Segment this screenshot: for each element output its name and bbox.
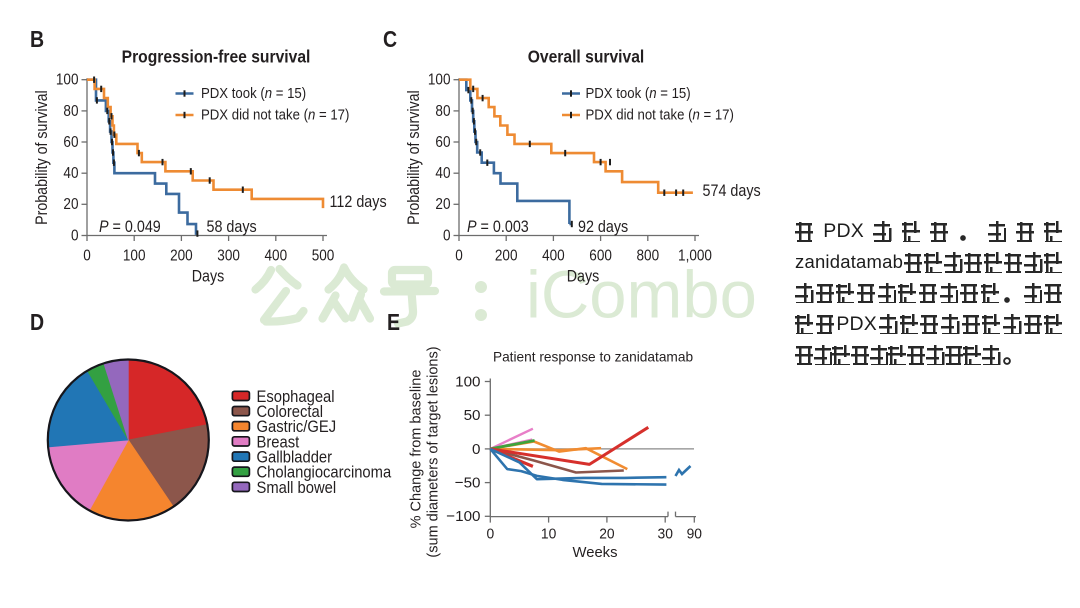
- svg-text:Probability of survival: Probability of survival: [33, 90, 51, 225]
- svg-text:100: 100: [56, 72, 79, 89]
- svg-text:Cholangiocarcinoma: Cholangiocarcinoma: [257, 464, 392, 482]
- svg-text:20: 20: [599, 526, 614, 542]
- svg-text:Probability of survival: Probability of survival: [405, 90, 423, 225]
- svg-text:−50: −50: [455, 475, 481, 492]
- svg-text:0: 0: [455, 248, 463, 265]
- svg-text:Patient response to zanidatama: Patient response to zanidatamab: [493, 350, 694, 365]
- svg-text:60: 60: [435, 134, 450, 151]
- svg-text:Small bowel: Small bowel: [257, 479, 337, 497]
- svg-text:C: C: [383, 27, 397, 53]
- svg-text:20: 20: [63, 196, 78, 213]
- svg-text:90: 90: [687, 526, 702, 542]
- svg-text:100: 100: [428, 72, 451, 89]
- svg-text:Days: Days: [192, 268, 225, 286]
- svg-text:Esophageal: Esophageal: [257, 388, 335, 406]
- svg-text:0: 0: [71, 228, 79, 245]
- svg-text:% Change from baseline: % Change from baseline: [409, 370, 425, 529]
- svg-text:40: 40: [435, 165, 450, 182]
- svg-text:PDX took (n = 15): PDX took (n = 15): [201, 84, 306, 101]
- svg-text:B: B: [30, 27, 44, 53]
- svg-text:P = 0.049: P = 0.049: [99, 218, 161, 236]
- svg-text:−100: −100: [446, 508, 480, 525]
- svg-text:Colorectal: Colorectal: [257, 403, 324, 421]
- svg-text:1,000: 1,000: [678, 248, 712, 265]
- svg-text:112 days: 112 days: [330, 193, 387, 211]
- svg-text:Gallbladder: Gallbladder: [257, 449, 333, 467]
- svg-text:400: 400: [542, 248, 565, 265]
- svg-text:0: 0: [83, 248, 91, 265]
- svg-text:PDX did not take (n = 17): PDX did not take (n = 17): [586, 106, 734, 123]
- svg-text:20: 20: [435, 196, 450, 213]
- svg-text:D: D: [30, 310, 44, 336]
- svg-text:(sum diameters of target lesio: (sum diameters of target lesions): [426, 346, 442, 557]
- svg-text:PDX did not take (n = 17): PDX did not take (n = 17): [201, 106, 349, 123]
- svg-text:60: 60: [63, 134, 78, 151]
- svg-text:200: 200: [495, 248, 518, 265]
- svg-text:574 days: 574 days: [703, 182, 761, 200]
- svg-text:PDX took (n = 15): PDX took (n = 15): [586, 84, 691, 101]
- svg-text:Weeks: Weeks: [573, 545, 618, 561]
- svg-text:Overall survival: Overall survival: [528, 47, 645, 67]
- svg-text:40: 40: [63, 165, 78, 182]
- svg-text:P = 0.003: P = 0.003: [467, 218, 529, 236]
- svg-text:E: E: [387, 310, 400, 336]
- svg-text:800: 800: [636, 248, 659, 265]
- svg-text:200: 200: [170, 248, 193, 265]
- svg-text:100: 100: [123, 248, 146, 265]
- svg-text:Breast: Breast: [257, 434, 300, 452]
- svg-text:30: 30: [657, 526, 672, 542]
- svg-text:500: 500: [312, 248, 335, 265]
- svg-text:iCombo: iCombo: [526, 258, 757, 333]
- svg-text:100: 100: [455, 373, 480, 390]
- svg-text:Gastric/GEJ: Gastric/GEJ: [257, 418, 337, 436]
- svg-text:0: 0: [472, 441, 480, 458]
- svg-text:400: 400: [264, 248, 287, 265]
- svg-text:80: 80: [63, 103, 78, 120]
- svg-text:10: 10: [541, 526, 556, 542]
- svg-text:0: 0: [443, 228, 451, 245]
- svg-text:600: 600: [589, 248, 612, 265]
- svg-text:0: 0: [486, 526, 494, 542]
- svg-text:Progression-free survival: Progression-free survival: [122, 47, 311, 67]
- svg-text:Days: Days: [567, 268, 600, 286]
- svg-text:58 days: 58 days: [207, 218, 258, 236]
- svg-text:92 days: 92 days: [578, 218, 629, 236]
- svg-text:50: 50: [464, 407, 481, 424]
- svg-text:80: 80: [435, 103, 450, 120]
- svg-text:300: 300: [217, 248, 240, 265]
